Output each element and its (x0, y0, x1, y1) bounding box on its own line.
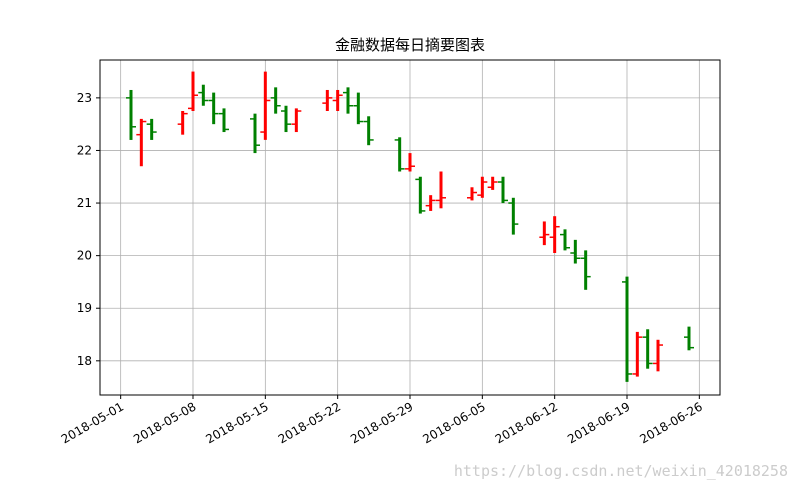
y-tick-label: 21 (77, 196, 92, 210)
watermark: https://blog.csdn.net/weixin_42018258 (454, 462, 788, 480)
y-tick-label: 22 (77, 143, 92, 157)
plot-frame (99, 59, 721, 396)
y-tick-label: 19 (77, 301, 92, 315)
y-tick-label: 23 (77, 91, 92, 105)
y-tick-label: 20 (77, 249, 92, 263)
chart-title: 金融数据每日摘要图表 (335, 36, 485, 54)
y-tick-label: 18 (77, 354, 92, 368)
